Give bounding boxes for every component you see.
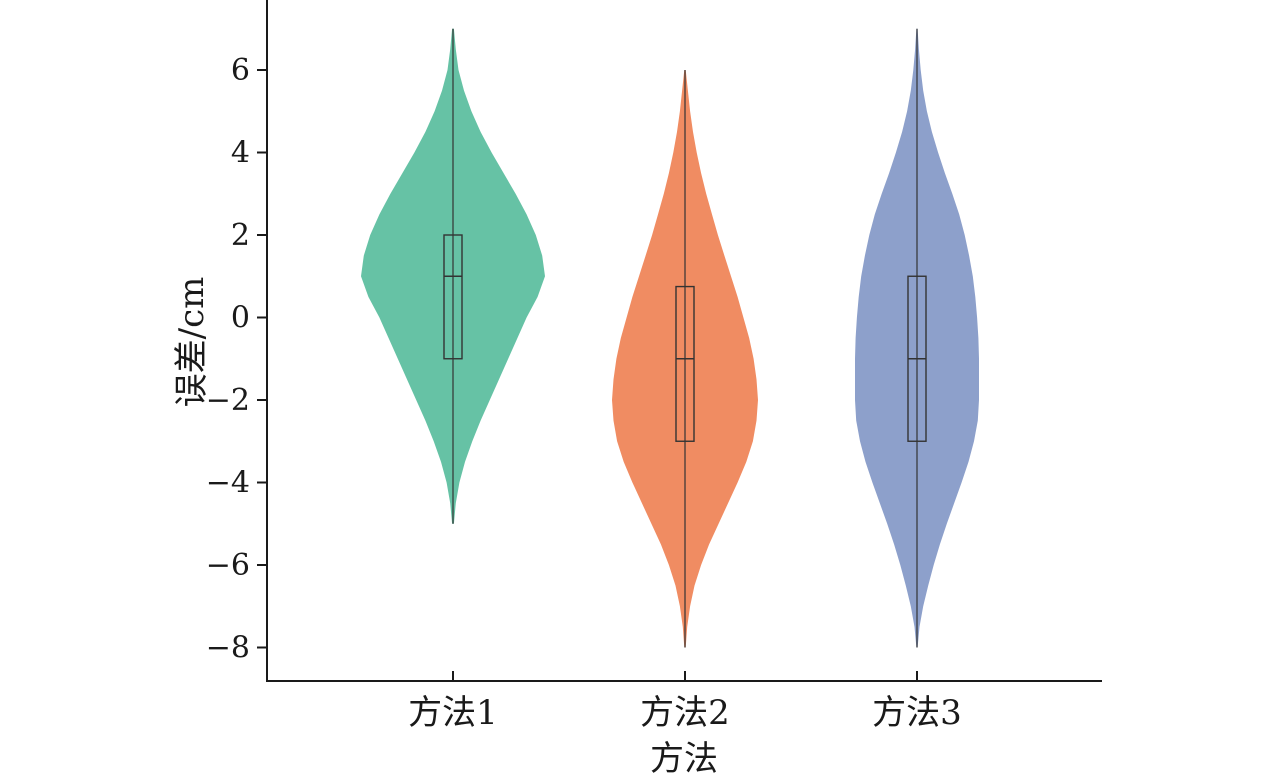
violin-group [612, 70, 758, 648]
y-tick-label: −4 [206, 466, 250, 501]
violin-group [361, 28, 545, 524]
x-tick-label: 方法1 [408, 693, 498, 733]
y-tick-label: −2 [206, 383, 250, 418]
y-axis-title: 误差/cm [172, 277, 212, 408]
violins-layer [361, 28, 979, 648]
y-tick-label: −8 [206, 631, 250, 666]
x-tick-label: 方法2 [640, 693, 730, 733]
violin-group [855, 28, 979, 648]
y-tick-label: 4 [231, 136, 250, 171]
x-axis-title: 方法 [650, 739, 718, 779]
y-tick-label: −6 [206, 548, 250, 583]
y-tick-label: 0 [231, 301, 250, 336]
x-ticks: 方法1 方法2 方法3 [408, 671, 962, 733]
y-tick-label: 6 [231, 53, 250, 88]
y-ticks: −8 −6 −4 −2 0 2 4 6 [206, 53, 267, 666]
iqr-box [675, 285, 695, 442]
iqr-box [443, 234, 463, 360]
y-tick-label: 2 [231, 218, 250, 253]
x-tick-label: 方法3 [872, 693, 962, 733]
